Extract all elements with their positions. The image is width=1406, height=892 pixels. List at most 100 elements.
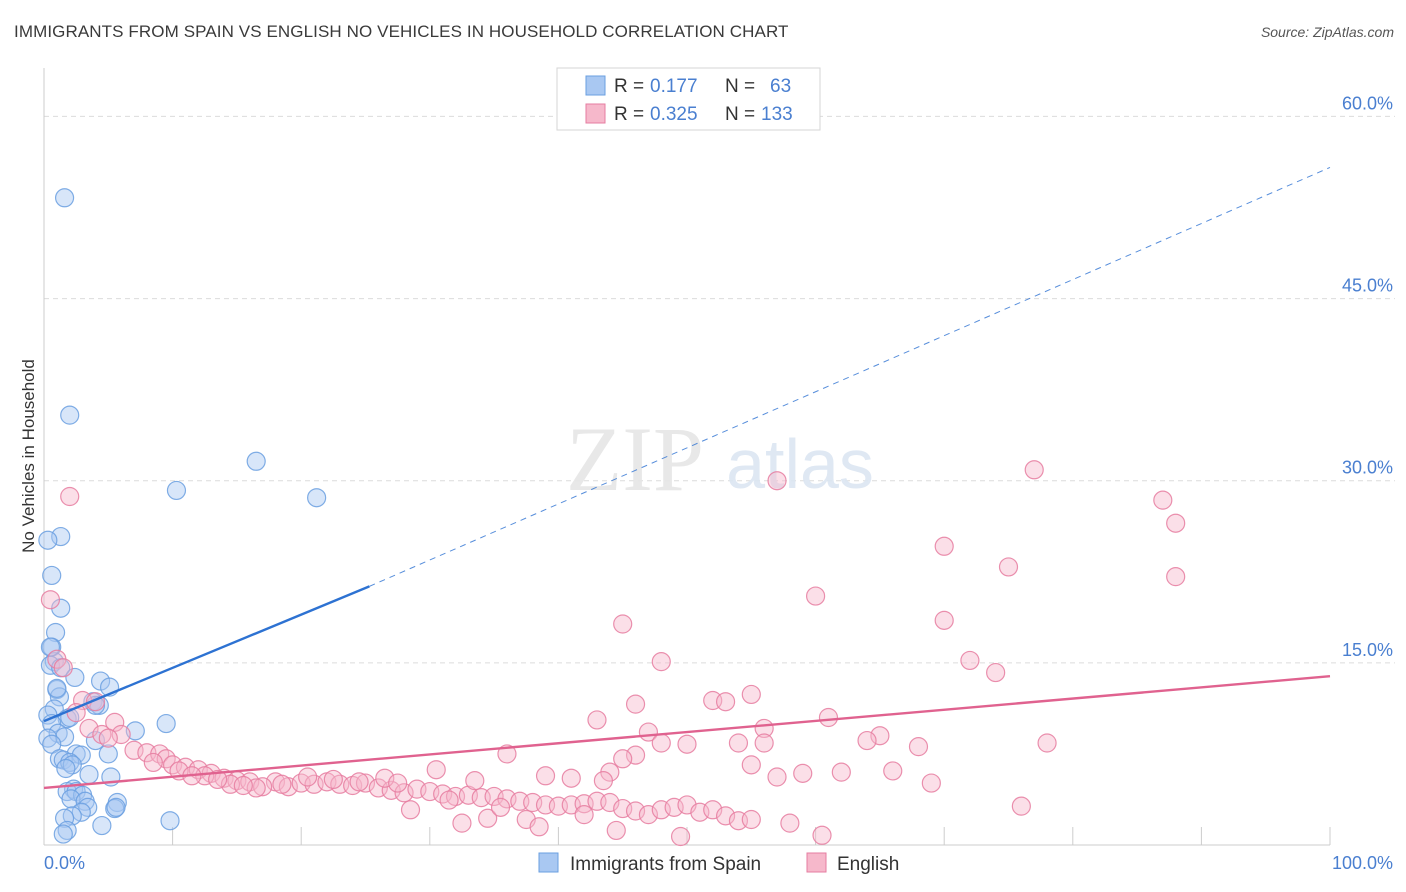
spain-point [62,755,82,775]
english-point [613,614,633,634]
english-point [143,752,163,773]
english-point [561,768,581,788]
y-tick-label: 30.0% [1342,458,1393,478]
stats-legend-swatch-blue [585,75,606,96]
spain-point [307,488,327,508]
english-point [233,775,253,796]
spain-point [246,451,266,471]
spain-point [166,480,187,501]
english-point [857,730,877,751]
english-point [780,813,800,833]
english-point [651,652,671,672]
english-point [253,777,273,797]
english-point [92,724,112,745]
english-point [574,805,594,825]
trend-lines [43,166,1331,790]
english-point [1011,796,1031,816]
spain-point [156,713,176,734]
english-point [805,586,826,606]
spain-point [53,824,73,844]
english-point [741,684,761,705]
watermark-atlas: atlas [726,425,874,503]
spain-point [125,721,145,741]
tick-labels: 15.0% 30.0% 45.0% 60.0% 0.0% 100.0% [44,93,1393,873]
english-point [934,610,954,630]
bottom-legend: Immigrants from Spain English [538,852,899,875]
english-point [651,733,671,753]
spain-point [54,808,75,828]
chart-title: IMMIGRANTS FROM SPAIN VS ENGLISH NO VEHI… [14,22,789,41]
english-point [587,710,607,730]
y-tick-label: 45.0% [1342,276,1393,296]
english-point [1153,490,1173,510]
stats-legend-r-label: R = [614,104,644,125]
english-point [741,755,761,775]
stats-legend: R = 0.177 N = 63 R = 0.325 N = 133 [556,67,821,131]
english-point [452,813,472,833]
spain-point [56,758,76,779]
watermark-zip: ZIP [566,408,704,510]
spain-point [54,188,75,208]
stats-legend-n-value: 63 [770,76,791,97]
english-point [98,728,118,748]
english-point [986,662,1006,683]
english-point [767,767,787,787]
english-point [1166,567,1186,587]
english-point [625,694,646,714]
english-point [921,773,941,793]
english-point [60,486,80,507]
english-point [323,769,343,790]
english-point [715,806,736,826]
spain-point [45,622,66,643]
stats-legend-swatch-pink [585,103,606,124]
english-point [1166,513,1186,533]
english-point [490,797,511,817]
legend-label-immigrants-from-spain: Immigrants from Spain [570,854,761,875]
source-label: Source: ZipAtlas.com [1260,24,1394,40]
english-point [715,692,736,712]
stats-legend-n-label: N = [725,76,755,97]
english-point [908,737,929,757]
english-point [670,826,691,847]
legend-swatch-immigrants-from-spain [538,852,559,873]
spain-point [38,530,58,550]
grid-lines [44,115,1395,664]
english-point [53,658,73,678]
spain-point [57,820,77,841]
english-point [40,590,61,610]
stats-legend-r-label: R = [614,76,644,97]
english-point [439,790,459,810]
english-point [960,650,980,671]
stats-legend-n-value: 133 [761,104,793,125]
english-point [793,763,813,783]
legend-swatch-english [806,852,827,873]
english-point [208,769,228,790]
spain-point [48,723,68,743]
english-point [375,768,395,788]
english-trend-line [43,675,1331,790]
spain-point [47,678,67,698]
stats-legend-n-label: N = [725,104,755,125]
spain-trend-extension [369,166,1331,587]
english-point [677,734,697,754]
watermark: ZIP atlas [566,408,874,510]
english-point [298,767,318,787]
english-point [1037,733,1057,753]
spain-point [42,565,62,586]
y-axis-label: No Vehicles in Household [19,359,38,553]
english-point [934,536,954,556]
stats-legend-r-value: 0.177 [650,76,698,97]
spain-point [98,744,118,764]
english-point [593,771,614,791]
english-point [111,724,131,745]
axes [43,68,1331,846]
english-point [625,801,646,821]
spain-point [61,789,81,809]
spain-point [160,811,180,831]
y-tick-label: 60.0% [1342,93,1393,113]
english-point [1024,460,1044,480]
english-point [638,805,659,825]
english-point [870,726,890,746]
english-point [812,825,832,845]
